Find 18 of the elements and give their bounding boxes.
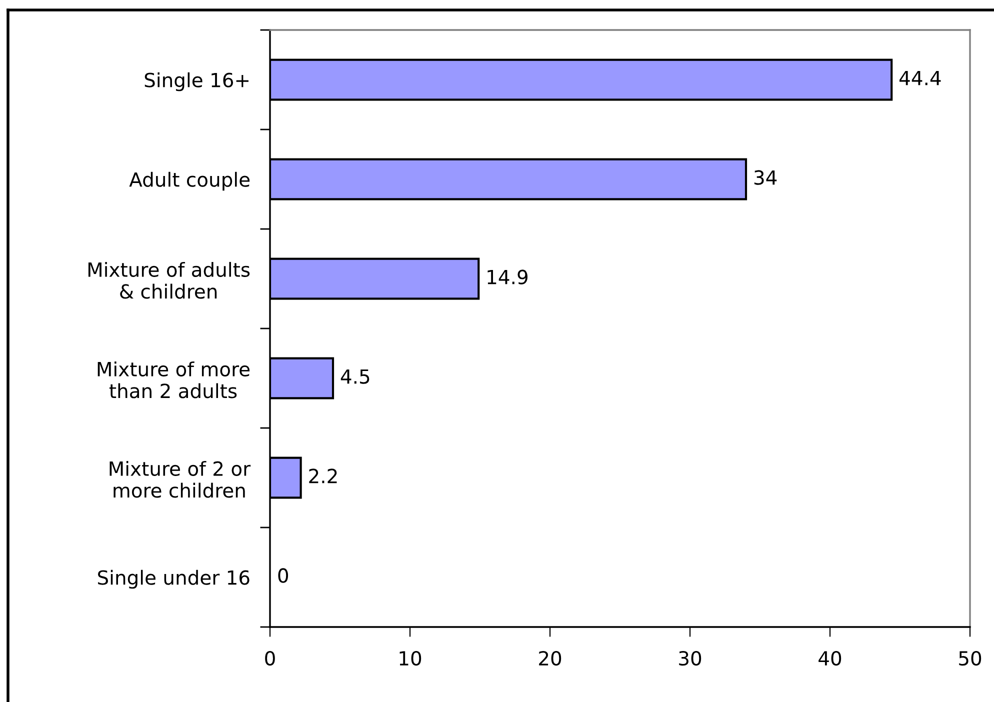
y-tick-label: Mixture of 2 or more children (110, 460, 251, 498)
x-tick-label: 40 (818, 650, 842, 666)
data-label: 14.9 (488, 270, 528, 284)
y-tick-label: Adult couple (129, 172, 250, 191)
x-tick-label: 0 (265, 650, 275, 666)
y-tick-label: Mixture of adults & children (88, 262, 250, 299)
y-tick-label: Single 16+ (144, 72, 248, 92)
y-tick-label: Single under 16 (98, 570, 250, 589)
data-label: 0 (278, 568, 288, 583)
x-tick-label: 30 (679, 650, 702, 666)
x-tick-label: 50 (959, 650, 982, 666)
y-tick-label: Mixture of more than 2 adults (98, 361, 250, 398)
data-label: 44.4 (899, 70, 941, 86)
data-label: 4.5 (340, 369, 370, 384)
x-tick-label: 20 (539, 650, 562, 666)
data-label: 34 (754, 170, 777, 185)
x-tick-label: 10 (400, 650, 422, 666)
data-label: 2.2 (309, 468, 337, 484)
